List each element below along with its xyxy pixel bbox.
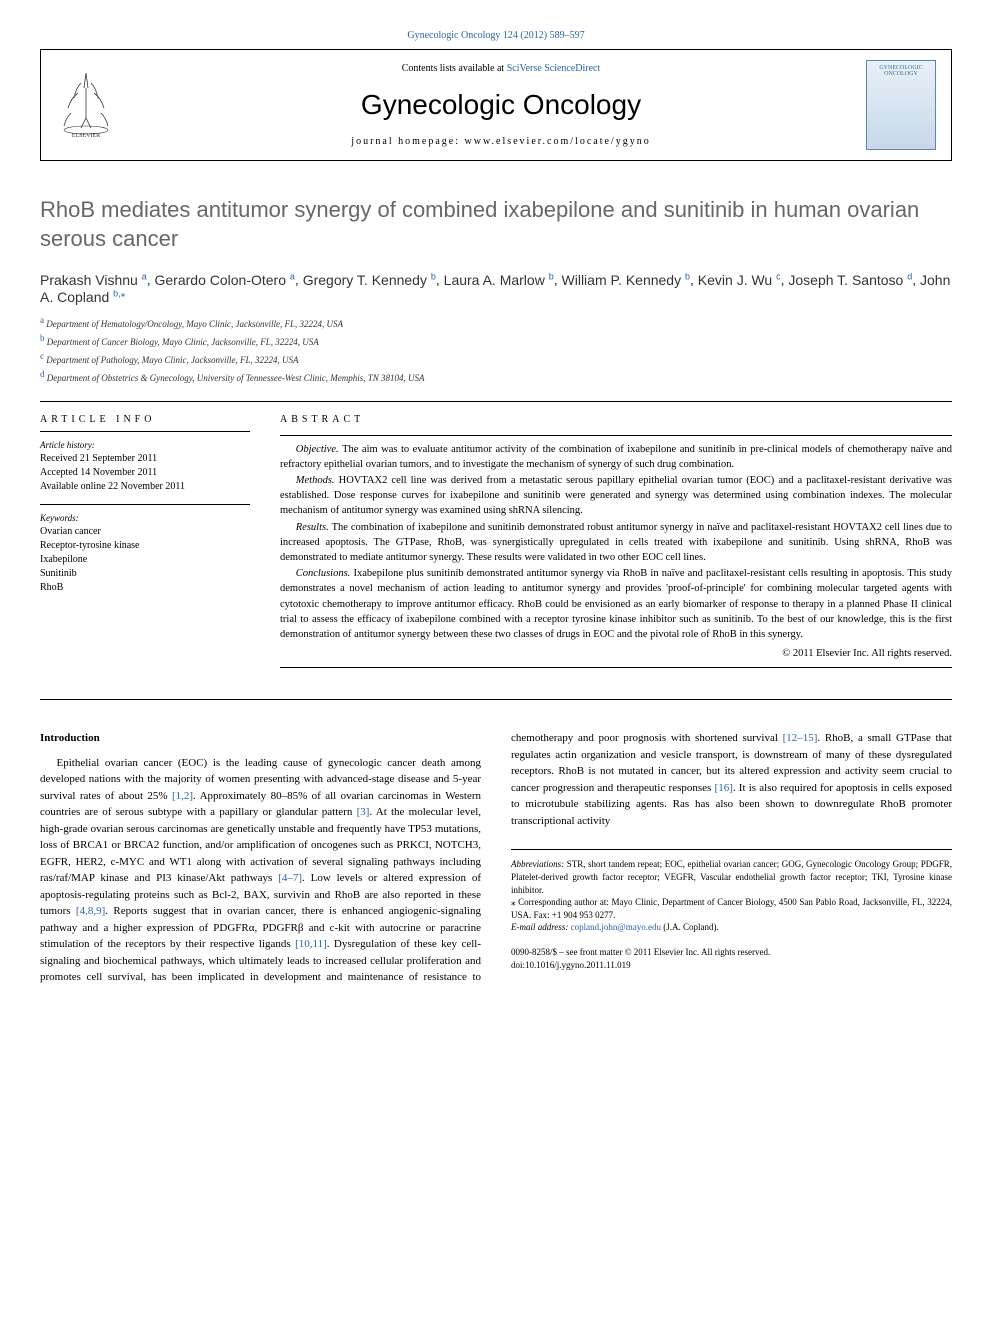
author: Gregory T. Kennedy b (303, 272, 436, 288)
abstract-section: Results. The combination of ixabepilone … (280, 520, 952, 566)
author: Prakash Vishnu a (40, 272, 147, 288)
keyword: Ixabepilone (40, 553, 250, 567)
author: Kevin J. Wu c (698, 272, 781, 288)
contents-line: Contents lists available at SciVerse Sci… (156, 63, 846, 74)
author-affil-sup: b (431, 271, 436, 281)
abstract-section: Objective. The aim was to evaluate antit… (280, 442, 952, 472)
journal-citation: Gynecologic Oncology 124 (2012) 589–597 (40, 30, 952, 41)
corresponding-author: ⁎ Corresponding author at: Mayo Clinic, … (511, 896, 952, 921)
page-container: Gynecologic Oncology 124 (2012) 589–597 … (0, 0, 992, 1016)
keyword: Sunitinib (40, 567, 250, 581)
keywords-list: Ovarian cancerReceptor-tyrosine kinaseIx… (40, 525, 250, 595)
ref-link[interactable]: [4–7] (278, 872, 302, 884)
ref-link[interactable]: [3] (357, 806, 370, 818)
corr-label: ⁎ Corresponding author at: (511, 897, 609, 907)
author-affil-sup: a (290, 271, 295, 281)
info-divider (40, 431, 250, 432)
introduction-section: Introduction Epithelial ovarian cancer (… (40, 730, 952, 986)
keywords-label: Keywords: (40, 513, 250, 523)
author-list: Prakash Vishnu a, Gerardo Colon-Otero a,… (40, 271, 952, 304)
abstract-section-label: Objective. (296, 444, 342, 455)
email-label: E-mail address: (511, 922, 571, 932)
author-affil-sup: b (549, 271, 554, 281)
author-affil-sup: b, (113, 288, 121, 298)
article-info-heading: ARTICLE INFO (40, 414, 250, 425)
corresponding-star[interactable]: ⁎ (121, 288, 126, 298)
email-line: E-mail address: copland.john@mayo.edu (J… (511, 921, 952, 934)
author-affil-sup: a (142, 271, 147, 281)
author: Laura A. Marlow b (444, 272, 554, 288)
footer-block: Abbreviations: STR, short tandem repeat;… (511, 849, 952, 971)
header-center: Contents lists available at SciVerse Sci… (156, 63, 846, 147)
abstract-bottom-divider (280, 667, 952, 668)
ref-link[interactable]: [1,2] (172, 790, 193, 802)
author-affil-sup: c (776, 271, 781, 281)
abstract-section-label: Conclusions. (296, 568, 354, 579)
abstract-section-label: Methods. (296, 475, 339, 486)
abstract-section-label: Results. (296, 522, 332, 533)
abbrev-label: Abbreviations: (511, 859, 564, 869)
info-abstract-row: ARTICLE INFO Article history: Received 2… (40, 414, 952, 675)
history-item: Received 21 September 2011 (40, 452, 250, 466)
author: Joseph T. Santoso d (788, 272, 912, 288)
affiliation: b Department of Cancer Biology, Mayo Cli… (40, 333, 952, 347)
ref-link[interactable]: [10,11] (295, 938, 327, 950)
email-link[interactable]: copland.john@mayo.edu (571, 922, 661, 932)
author: William P. Kennedy b (562, 272, 690, 288)
abstract-divider (280, 435, 952, 436)
sciencedirect-link[interactable]: SciVerse ScienceDirect (507, 63, 601, 74)
ref-link[interactable]: [12–15] (783, 732, 818, 744)
author-affil-sup: b (685, 271, 690, 281)
email-suffix: (J.A. Copland). (661, 922, 719, 932)
affiliation: c Department of Pathology, Mayo Clinic, … (40, 351, 952, 365)
journal-homepage: journal homepage: www.elsevier.com/locat… (156, 136, 846, 147)
ref-link[interactable]: [16] (715, 782, 733, 794)
history-item: Available online 22 November 2011 (40, 480, 250, 494)
article-title: RhoB mediates antitumor synergy of combi… (40, 196, 952, 253)
abstract-section: Methods. HOVTAX2 cell line was derived f… (280, 473, 952, 519)
journal-cover-label: GYNECOLOGIC ONCOLOGY (867, 61, 935, 81)
abstract-copyright: © 2011 Elsevier Inc. All rights reserved… (280, 648, 952, 659)
abstract-text: Objective. The aim was to evaluate antit… (280, 442, 952, 643)
journal-cover: GYNECOLOGIC ONCOLOGY (866, 60, 936, 150)
elsevier-tree-icon: ELSEVIER (56, 68, 116, 138)
elsevier-logo: ELSEVIER (56, 68, 136, 143)
abbrev-text: STR, short tandem repeat; EOC, epithelia… (511, 859, 952, 894)
journal-header: ELSEVIER Contents lists available at Sci… (40, 49, 952, 161)
author: Gerardo Colon-Otero a (155, 272, 295, 288)
affiliation: d Department of Obstetrics & Gynecology,… (40, 369, 952, 383)
journal-title: Gynecologic Oncology (156, 89, 846, 121)
citation-link[interactable]: Gynecologic Oncology 124 (2012) 589–597 (407, 30, 584, 41)
article-info-column: ARTICLE INFO Article history: Received 2… (40, 414, 250, 675)
history-label: Article history: (40, 440, 250, 450)
abstract-heading: ABSTRACT (280, 414, 952, 425)
history-list: Received 21 September 2011Accepted 14 No… (40, 452, 250, 494)
intro-heading: Introduction (40, 730, 481, 747)
abstract-column: ABSTRACT Objective. The aim was to evalu… (280, 414, 952, 675)
info-divider (40, 504, 250, 505)
svg-text:ELSEVIER: ELSEVIER (72, 133, 100, 138)
affiliation: a Department of Hematology/Oncology, May… (40, 315, 952, 329)
abstract-section: Conclusions. Ixabepilone plus sunitinib … (280, 566, 952, 642)
keyword: RhoB (40, 581, 250, 595)
author-affil-sup: d (907, 271, 912, 281)
front-matter: 0090-8258/$ – see front matter © 2011 El… (511, 946, 952, 959)
section-divider (40, 401, 952, 402)
body-divider (40, 699, 952, 700)
contents-prefix: Contents lists available at (402, 63, 507, 74)
doi-line: doi:10.1016/j.ygyno.2011.11.019 (511, 959, 952, 972)
abbreviations: Abbreviations: STR, short tandem repeat;… (511, 858, 952, 896)
history-item: Accepted 14 November 2011 (40, 466, 250, 480)
keyword: Ovarian cancer (40, 525, 250, 539)
affiliations: a Department of Hematology/Oncology, May… (40, 315, 952, 383)
ref-link[interactable]: [4,8,9] (76, 905, 105, 917)
keyword: Receptor-tyrosine kinase (40, 539, 250, 553)
